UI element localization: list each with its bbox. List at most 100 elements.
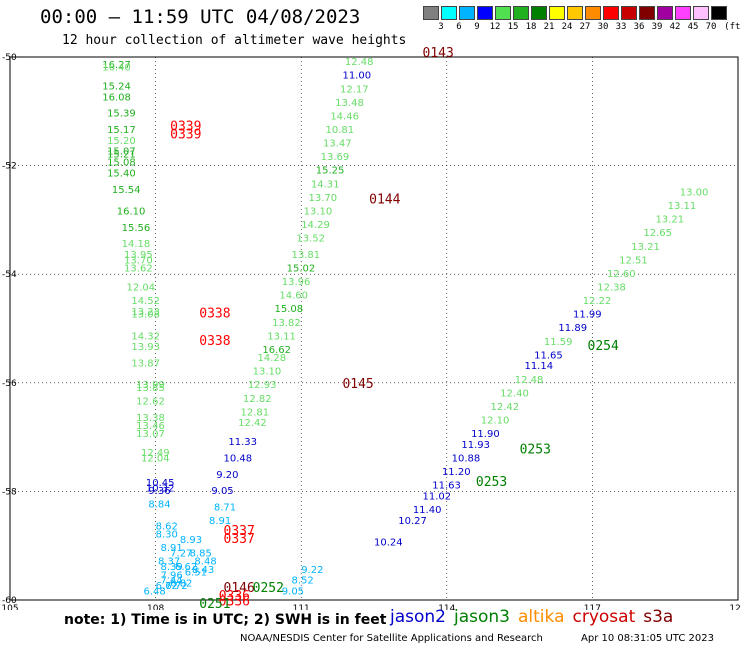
wave-height-point: 11.02 bbox=[423, 492, 452, 503]
wave-height-point: 12.04 bbox=[126, 282, 155, 293]
color-swatch bbox=[585, 6, 601, 20]
pass-time-label: 0252 bbox=[253, 581, 284, 596]
wave-height-point: 6.82 bbox=[170, 578, 192, 589]
pass-time-label: 0338 bbox=[199, 334, 230, 349]
pass-time-label: 0251 bbox=[199, 597, 230, 610]
wave-height-point: 14.31 bbox=[311, 179, 340, 190]
wave-height-point: 15.54 bbox=[112, 185, 141, 196]
wave-height-point: 15.20 bbox=[107, 136, 136, 147]
wave-height-point: 10.32 bbox=[146, 483, 175, 494]
wave-height-point: 7.44 bbox=[160, 576, 182, 587]
color-swatch bbox=[711, 6, 727, 20]
wave-height-point: 11.63 bbox=[432, 481, 461, 492]
wave-height-point: 11.40 bbox=[413, 505, 442, 516]
x-tick-label: 117 bbox=[584, 604, 601, 610]
color-swatch bbox=[693, 6, 709, 20]
pass-time-label: 0146 bbox=[224, 581, 255, 596]
wave-height-point: 13.10 bbox=[253, 367, 282, 378]
wave-height-point: 15.02 bbox=[287, 263, 316, 274]
wave-height-point: 6.72 bbox=[165, 581, 187, 592]
color-scale-label: 18 bbox=[525, 22, 537, 32]
x-tick-label: 108 bbox=[147, 604, 164, 610]
wave-height-point: 13.62 bbox=[124, 263, 153, 274]
wave-height-point: 9.36 bbox=[148, 486, 170, 497]
y-tick-label: -50 bbox=[2, 53, 17, 63]
wave-height-point: 15.07 bbox=[107, 147, 136, 158]
wave-height-point: 13.93 bbox=[131, 342, 160, 353]
wave-height-point: 14.46 bbox=[330, 111, 359, 122]
wave-height-point: 8.62 bbox=[156, 521, 178, 532]
wave-height-point: 15.17 bbox=[107, 125, 136, 136]
wave-height-point: 9.22 bbox=[301, 565, 323, 576]
color-swatch bbox=[549, 6, 565, 20]
pass-time-label: 0336 bbox=[219, 594, 250, 609]
wave-height-point: 10.48 bbox=[224, 454, 253, 465]
x-tick-label: 111 bbox=[293, 604, 310, 610]
color-swatch bbox=[567, 6, 583, 20]
color-swatch bbox=[603, 6, 619, 20]
color-scale-label: 30 bbox=[597, 22, 609, 32]
color-scale-label: 21 bbox=[543, 22, 555, 32]
pass-time-label: 0253 bbox=[520, 442, 551, 457]
wave-height-point: 13.81 bbox=[291, 250, 320, 261]
color-scale-unit: (ft) bbox=[724, 22, 740, 32]
wave-height-point: 16.08 bbox=[102, 92, 131, 103]
wave-height-point: 10.81 bbox=[325, 125, 354, 136]
wave-height-point: 16.40 bbox=[102, 63, 131, 74]
color-swatch bbox=[477, 6, 493, 20]
wave-height-point: 7.96 bbox=[160, 570, 182, 581]
legend-item: cryosat bbox=[572, 607, 636, 627]
wave-height-point: 14.29 bbox=[301, 220, 330, 231]
pass-time-label: 0144 bbox=[369, 193, 400, 208]
wave-height-point: 13.87 bbox=[131, 359, 160, 370]
wave-height-point: 11.00 bbox=[342, 71, 371, 82]
wave-height-point: 8.91 bbox=[160, 543, 182, 554]
wave-height-point: 12.48 bbox=[515, 375, 544, 386]
color-swatch bbox=[621, 6, 637, 20]
wave-height-point: 13.07 bbox=[136, 429, 165, 440]
color-swatch bbox=[423, 6, 439, 20]
pass-time-label: 0337 bbox=[224, 532, 255, 547]
wave-height-point: 8.93 bbox=[180, 535, 202, 546]
wave-height-point: 13.10 bbox=[304, 206, 333, 217]
color-swatch bbox=[513, 6, 529, 20]
y-tick-label: -58 bbox=[2, 487, 17, 497]
wave-height-point: 13.21 bbox=[655, 215, 684, 226]
wave-height-point: 12.93 bbox=[248, 380, 277, 391]
credit-timestamp: Apr 10 08:31:05 UTC 2023 bbox=[581, 633, 714, 644]
wave-height-point: 8.85 bbox=[190, 549, 212, 560]
pass-time-label: 0254 bbox=[588, 339, 619, 354]
chart-axes: 105 108 111 114 117 120 -50 -52 -54 -56 -58 -60 bbox=[1, 53, 740, 610]
wave-height-point: 12.82 bbox=[243, 394, 272, 405]
wave-height-point: 6.51 bbox=[185, 568, 207, 579]
wave-height-point: 14.60 bbox=[279, 291, 308, 302]
color-scale-label: 70 bbox=[705, 22, 717, 32]
wave-height-point: 13.11 bbox=[668, 201, 697, 212]
wave-height-point: 12.42 bbox=[490, 402, 519, 413]
wave-height-point: 13.99 bbox=[136, 380, 165, 391]
wave-height-point: 10.27 bbox=[398, 516, 427, 527]
wave-height-point: 10.24 bbox=[374, 538, 403, 549]
wave-height-point: 13.23 bbox=[131, 307, 160, 318]
plot-frame bbox=[9, 56, 739, 601]
wave-height-point: 13.11 bbox=[267, 331, 296, 342]
pass-time-label: 0339 bbox=[170, 127, 201, 142]
wave-height-point: 12.51 bbox=[619, 255, 648, 266]
x-tick-label: 114 bbox=[438, 604, 455, 610]
wave-height-point: 15.39 bbox=[107, 109, 136, 120]
color-scale-label: 24 bbox=[561, 22, 573, 32]
color-scale-label: 9 bbox=[474, 22, 480, 32]
wave-height-point: 16.27 bbox=[102, 60, 131, 71]
satellite-legend: jason2 jason3 altika cryosat s3a bbox=[390, 607, 681, 627]
y-tick-label: -52 bbox=[2, 162, 17, 172]
wave-height-point: 9.05 bbox=[282, 587, 304, 598]
wave-height-point: 11.14 bbox=[524, 361, 553, 372]
wave-height-point: 8.48 bbox=[194, 557, 216, 568]
pass-time-label: 0143 bbox=[423, 46, 454, 61]
wave-height-point: 13.70 bbox=[308, 193, 337, 204]
wave-height-point: 11.33 bbox=[228, 437, 257, 448]
wave-height-point: 13.96 bbox=[282, 277, 311, 288]
wave-height-point: 13.00 bbox=[680, 187, 709, 198]
wave-height-point: 9.05 bbox=[211, 486, 233, 497]
wave-height-point: 9.20 bbox=[216, 470, 238, 481]
